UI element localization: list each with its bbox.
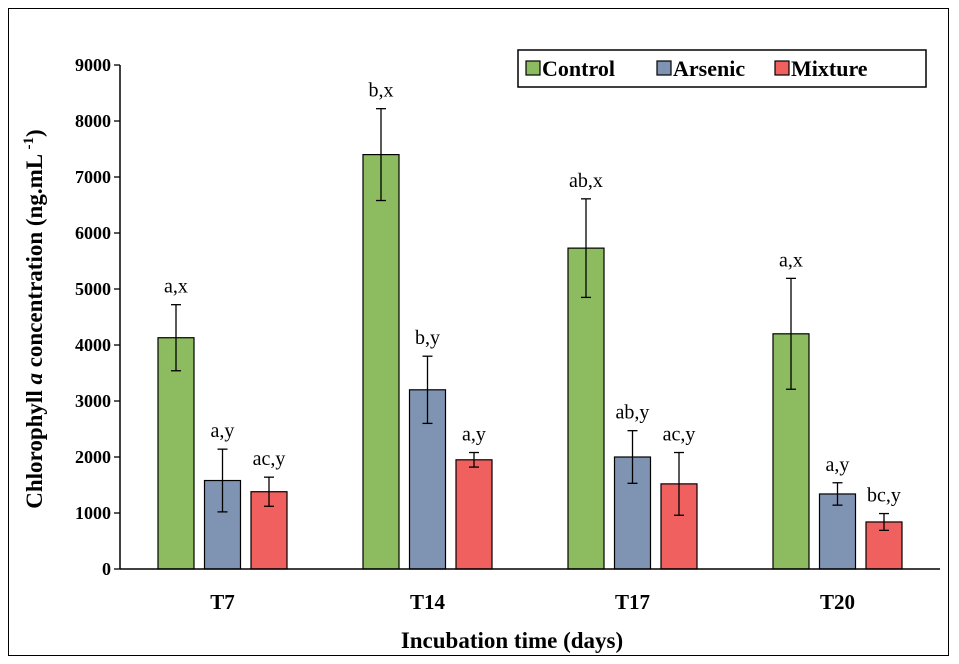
y-tick-label-9000: 9000: [75, 55, 111, 75]
error-bar-control-T7: [171, 304, 181, 372]
error-bar-control-T20: [786, 277, 796, 390]
annotation-arsenic-T14: b,y: [415, 327, 440, 349]
x-tick-label-T14: T14: [410, 590, 446, 614]
bars-group: a,x a,y ac,y b,x b,y a,y ab,x ab,y ac,y a,x a,y bc,…: [157, 80, 903, 570]
y-tick-label-7000: 7000: [75, 167, 111, 187]
axes: [119, 65, 940, 570]
y-tick-label-5000: 5000: [75, 279, 111, 299]
y-axis-title-sup: -1: [21, 137, 37, 150]
error-bar-arsenic-T7: [217, 448, 228, 513]
error-bar-mixture-T7: [264, 476, 274, 507]
y-tick-label-6000: 6000: [75, 223, 111, 243]
annotation-mixture-T14: a,y: [462, 424, 486, 446]
legend-swatch-arsenic: [656, 60, 672, 76]
annotation-control-T7: a,x: [164, 276, 188, 298]
y-axis-title-mid: concentration (ng.mL: [22, 149, 47, 373]
y-tick-label-3000: 3000: [75, 391, 111, 411]
y-tick-label-4000: 4000: [75, 335, 111, 355]
annotation-arsenic-T7: a,y: [211, 420, 235, 442]
legend-box: [517, 49, 927, 88]
annotation-mixture-T17: ac,y: [663, 424, 696, 446]
annotation-mixture-T20: bc,y: [867, 485, 901, 507]
y-tick-label-8000: 8000: [75, 111, 111, 131]
y-axis-title-suffix: ): [22, 129, 47, 137]
legend-label-control: Control: [542, 56, 615, 81]
x-tick-label-T20: T20: [820, 590, 855, 614]
error-bar-mixture-T14: [469, 451, 479, 468]
x-tick-label-T7: T7: [210, 590, 235, 614]
annotation-arsenic-T20: a,y: [826, 454, 850, 476]
annotation-mixture-T7: ac,y: [253, 448, 286, 470]
x-tick-label-T17: T17: [615, 590, 650, 614]
legend-swatch-control: [525, 60, 541, 76]
legend-label-arsenic: Arsenic: [673, 56, 745, 81]
error-bar-mixture-T17: [674, 451, 684, 516]
error-bar-mixture-T20: [879, 512, 889, 532]
y-tick-label-2000: 2000: [75, 447, 111, 467]
error-bar-arsenic-T14: [422, 355, 433, 425]
bar-mixture-T14: [455, 459, 493, 570]
error-bar-arsenic-T17: [627, 430, 638, 484]
legend-label-mixture: Mixture: [791, 56, 868, 81]
y-axis-title-italic: a: [22, 373, 47, 385]
x-axis-labels: T7 T14 T17 T20: [210, 590, 855, 614]
x-axis-title: Incubation time (days): [401, 628, 623, 653]
annotation-control-T17: ab,x: [569, 170, 603, 192]
y-tick-label-0: 0: [102, 559, 111, 579]
bar-control-T17: [567, 247, 605, 570]
error-bar-control-T17: [581, 198, 591, 299]
annotation-arsenic-T17: ab,y: [616, 402, 650, 424]
y-axis-title-prefix: Chlorophyll: [22, 385, 47, 509]
y-axis-ticks: 0 1000 2000 3000 4000 5000 6000 7000 8000 9000: [75, 55, 120, 579]
bar-arsenic-T20: [818, 493, 857, 570]
error-bar-control-T14: [376, 108, 386, 202]
annotation-control-T20: a,x: [779, 249, 803, 271]
legend: Control Arsenic Mixture: [517, 49, 927, 88]
bar-control-T14: [362, 154, 400, 570]
annotation-control-T14: b,x: [369, 80, 394, 102]
y-axis-title: Chlorophyll a concentration (ng.mL -1): [21, 129, 47, 508]
y-tick-label-1000: 1000: [75, 503, 111, 523]
legend-swatch-mixture: [774, 60, 790, 76]
error-bar-arsenic-T20: [832, 482, 843, 506]
bar-control-T7: [157, 337, 195, 570]
chart-frame: [8, 8, 949, 656]
